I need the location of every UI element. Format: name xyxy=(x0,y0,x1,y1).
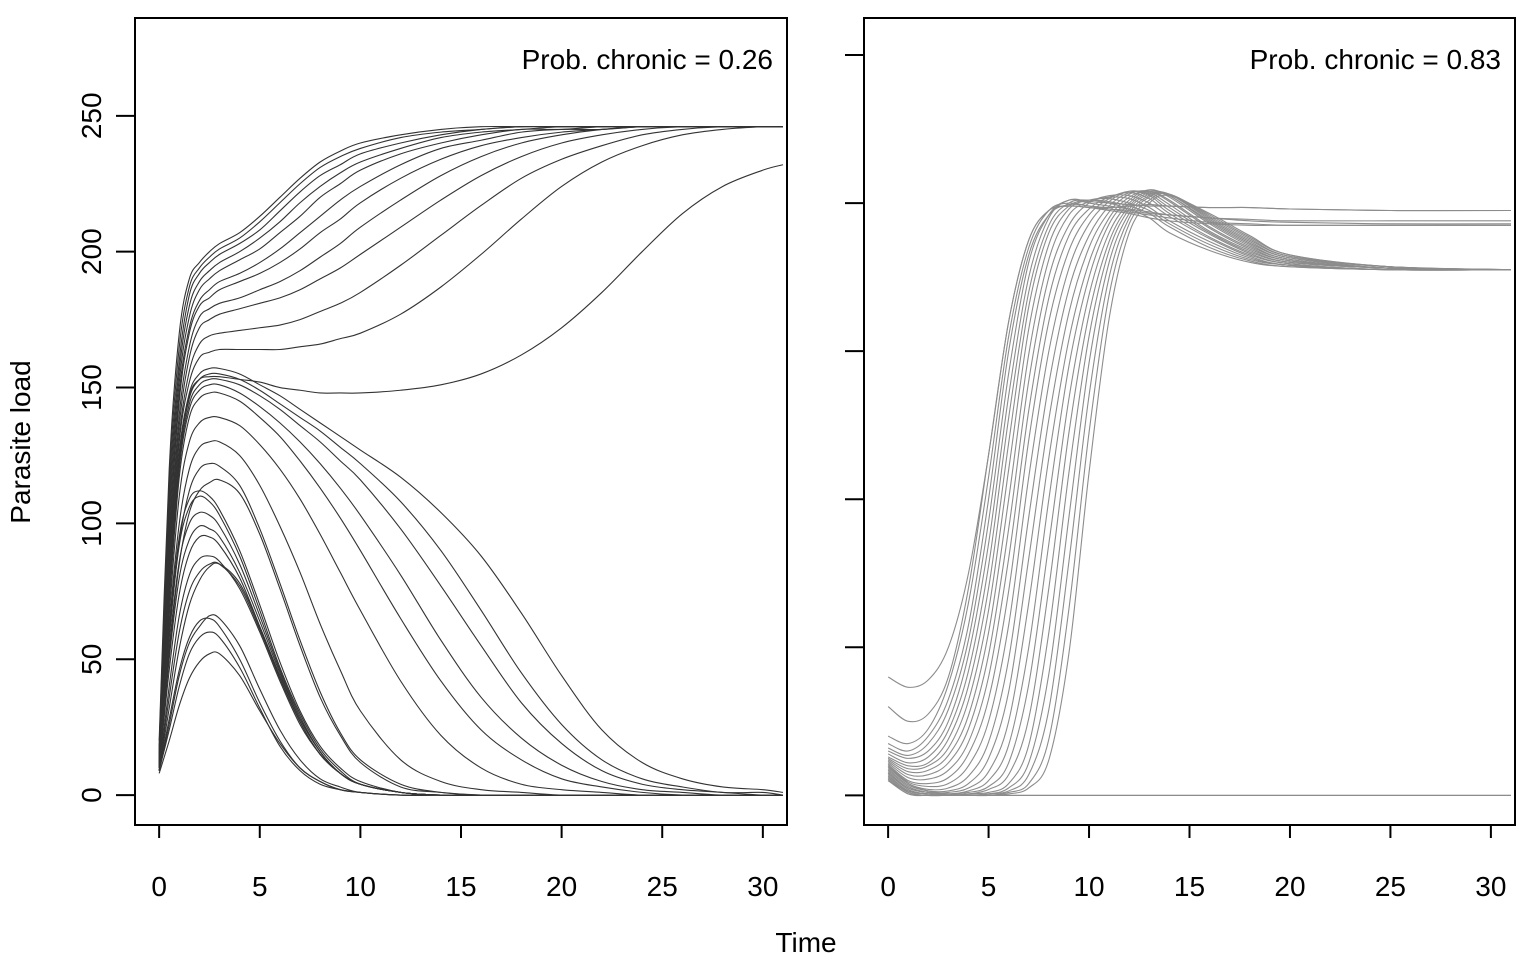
series-group xyxy=(887,189,1511,797)
prob-chronic-annotation: Prob. chronic = 0.26 xyxy=(522,44,773,75)
series-line-11 xyxy=(158,125,783,763)
x-tick-label: 10 xyxy=(1073,871,1104,902)
series-line-20 xyxy=(158,462,783,796)
series-line-31 xyxy=(158,614,783,796)
y-tick-label: 100 xyxy=(76,500,107,547)
x-tick-label: 25 xyxy=(1375,871,1406,902)
series-line-5 xyxy=(158,125,783,755)
series-line-3 xyxy=(887,202,1511,745)
series-line-21 xyxy=(158,478,783,796)
x-tick-label: 10 xyxy=(345,871,376,902)
series-line-6 xyxy=(158,125,783,755)
y-tick-label: 0 xyxy=(76,787,107,803)
x-tick-label: 30 xyxy=(1475,871,1506,902)
x-tick-label: 25 xyxy=(647,871,678,902)
series-line-19 xyxy=(158,440,783,796)
series-line-1 xyxy=(887,205,1511,688)
series-line-14 xyxy=(887,190,1511,788)
series-line-16 xyxy=(158,383,783,796)
series-line-30 xyxy=(158,617,783,796)
series-line-17 xyxy=(887,190,1511,794)
prob-chronic-annotation: Prob. chronic = 0.83 xyxy=(1250,44,1501,75)
series-line-1 xyxy=(158,125,783,741)
series-line-7 xyxy=(887,199,1511,764)
series-line-17 xyxy=(158,391,783,796)
x-tick-label: 0 xyxy=(880,871,896,902)
y-tick-label: 250 xyxy=(76,92,107,139)
series-group xyxy=(158,125,784,796)
series-line-33 xyxy=(158,651,783,796)
series-line-9 xyxy=(158,125,783,760)
series-line-6 xyxy=(887,198,1511,759)
x-tick-label: 15 xyxy=(445,871,476,902)
series-line-2 xyxy=(887,205,1511,723)
series-line-13 xyxy=(887,190,1511,785)
series-line-19 xyxy=(887,190,1511,795)
series-line-14 xyxy=(158,372,784,796)
left-panel: 0 5 10 15 20 25 30 0 50 100 150 200 250 Prob. chronic… xyxy=(76,17,788,902)
series-line-26 xyxy=(158,534,783,796)
x-tick-label: 5 xyxy=(981,871,997,902)
series-line-24 xyxy=(158,511,783,796)
series-line-25 xyxy=(158,524,783,796)
series-line-16 xyxy=(887,190,1511,793)
series-line-8 xyxy=(158,125,783,758)
x-tick-label: 15 xyxy=(1174,871,1205,902)
y-tick-label: 50 xyxy=(76,644,107,675)
series-line-2 xyxy=(158,125,783,747)
series-line-11 xyxy=(887,194,1511,777)
series-line-5 xyxy=(887,199,1511,756)
series-line-7 xyxy=(158,125,783,758)
series-line-10 xyxy=(158,125,783,760)
series-line-28 xyxy=(887,780,1511,797)
series-line-22 xyxy=(158,490,783,796)
plot-frame xyxy=(863,17,1516,826)
series-line-23 xyxy=(158,495,783,796)
right-panel: 0 5 10 15 20 25 30 Prob. chronic = 0.83 xyxy=(845,17,1516,902)
y-tick-label: 150 xyxy=(76,364,107,411)
y-tick-label: 200 xyxy=(76,228,107,275)
x-tick-label: 20 xyxy=(546,871,577,902)
series-line-10 xyxy=(887,196,1511,774)
series-line-13 xyxy=(158,367,784,793)
x-tick-label: 30 xyxy=(747,871,778,902)
series-line-32 xyxy=(158,631,783,796)
series-line-15 xyxy=(158,378,783,796)
series-line-12 xyxy=(158,164,784,763)
x-tick-label: 20 xyxy=(1274,871,1305,902)
series-line-15 xyxy=(887,190,1511,791)
y-axis-label: Parasite load xyxy=(5,360,36,523)
x-axis-label: Time xyxy=(775,927,836,958)
x-tick-label: 0 xyxy=(151,871,167,902)
series-line-8 xyxy=(887,199,1511,767)
series-line-4 xyxy=(158,125,783,752)
x-tick-label: 5 xyxy=(252,871,268,902)
series-line-9 xyxy=(887,197,1511,770)
series-line-12 xyxy=(887,192,1511,781)
